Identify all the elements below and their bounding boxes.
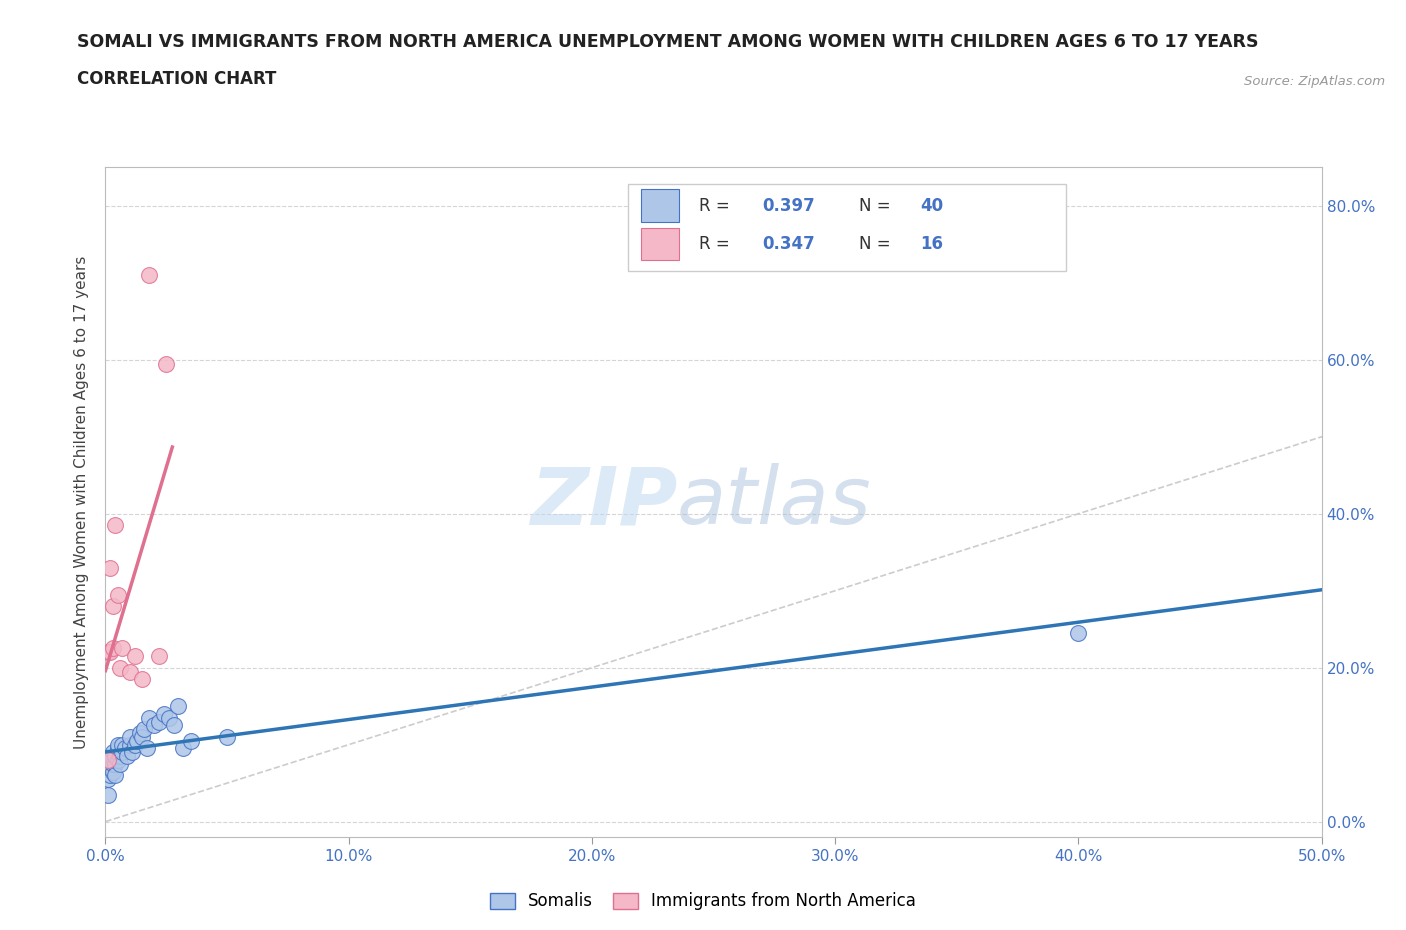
Text: N =: N = bbox=[859, 196, 897, 215]
Text: N =: N = bbox=[859, 235, 897, 253]
Point bbox=[162, 718, 184, 733]
Point bbox=[107, 737, 129, 752]
Text: 16: 16 bbox=[921, 235, 943, 253]
Point bbox=[180, 734, 202, 749]
Text: atlas: atlas bbox=[678, 463, 872, 541]
Point bbox=[134, 722, 156, 737]
Point bbox=[101, 745, 124, 760]
Point bbox=[98, 560, 121, 575]
Point bbox=[135, 741, 157, 756]
Point bbox=[98, 752, 121, 767]
Point bbox=[138, 711, 160, 725]
Point bbox=[117, 749, 139, 764]
Point bbox=[114, 741, 136, 756]
Point bbox=[98, 644, 121, 659]
Point bbox=[108, 749, 131, 764]
Point bbox=[124, 649, 146, 664]
Text: 0.347: 0.347 bbox=[762, 235, 815, 253]
Text: R =: R = bbox=[699, 196, 735, 215]
Point bbox=[128, 725, 150, 740]
Point bbox=[118, 729, 141, 744]
Point bbox=[101, 599, 124, 614]
Point bbox=[104, 768, 127, 783]
Point bbox=[172, 741, 194, 756]
Text: ZIP: ZIP bbox=[530, 463, 678, 541]
Text: 40: 40 bbox=[921, 196, 943, 215]
FancyBboxPatch shape bbox=[641, 190, 679, 221]
Point bbox=[97, 787, 120, 802]
Text: CORRELATION CHART: CORRELATION CHART bbox=[77, 71, 277, 88]
Point bbox=[97, 644, 120, 659]
Text: 0.397: 0.397 bbox=[762, 196, 815, 215]
Point bbox=[101, 756, 124, 771]
Point bbox=[101, 641, 124, 656]
Point bbox=[101, 764, 124, 779]
Point bbox=[107, 741, 129, 756]
Point bbox=[167, 698, 190, 713]
Point bbox=[217, 729, 239, 744]
Point bbox=[1067, 626, 1090, 641]
Point bbox=[131, 729, 153, 744]
FancyBboxPatch shape bbox=[641, 229, 679, 260]
Point bbox=[131, 671, 153, 686]
Point bbox=[107, 587, 129, 602]
Point bbox=[138, 268, 160, 283]
Point bbox=[108, 756, 131, 771]
Text: R =: R = bbox=[699, 235, 735, 253]
Point bbox=[108, 660, 131, 675]
Legend: Somalis, Immigrants from North America: Somalis, Immigrants from North America bbox=[484, 885, 922, 917]
Point bbox=[104, 749, 127, 764]
Point bbox=[153, 707, 176, 722]
Point bbox=[118, 664, 141, 679]
Point bbox=[107, 752, 129, 767]
Point bbox=[148, 714, 170, 729]
Point bbox=[111, 641, 134, 656]
Y-axis label: Unemployment Among Women with Children Ages 6 to 17 years: Unemployment Among Women with Children A… bbox=[75, 256, 90, 749]
Point bbox=[98, 768, 121, 783]
Point bbox=[125, 734, 148, 749]
Point bbox=[157, 711, 180, 725]
Point bbox=[118, 737, 141, 752]
Point bbox=[121, 745, 143, 760]
Point bbox=[104, 518, 127, 533]
Point bbox=[98, 761, 121, 776]
Text: Source: ZipAtlas.com: Source: ZipAtlas.com bbox=[1244, 75, 1385, 88]
Point bbox=[97, 752, 120, 767]
Point bbox=[111, 737, 134, 752]
Text: SOMALI VS IMMIGRANTS FROM NORTH AMERICA UNEMPLOYMENT AMONG WOMEN WITH CHILDREN A: SOMALI VS IMMIGRANTS FROM NORTH AMERICA … bbox=[77, 33, 1258, 51]
Point bbox=[124, 737, 146, 752]
Point bbox=[148, 649, 170, 664]
Point bbox=[111, 745, 134, 760]
Point bbox=[97, 772, 120, 787]
FancyBboxPatch shape bbox=[628, 184, 1066, 272]
Point bbox=[155, 356, 177, 371]
Point bbox=[143, 718, 166, 733]
Point bbox=[104, 756, 127, 771]
